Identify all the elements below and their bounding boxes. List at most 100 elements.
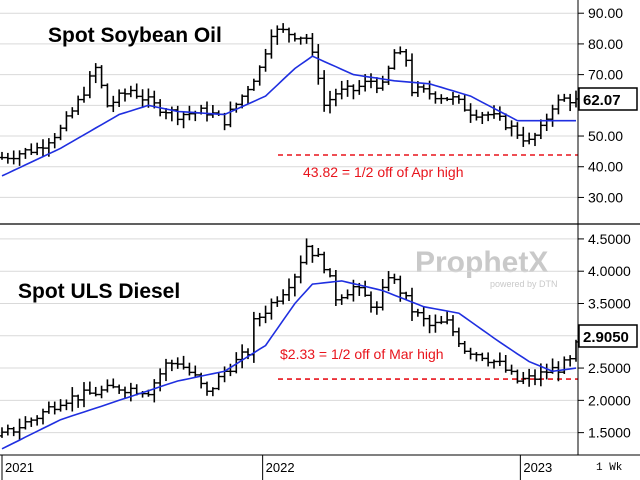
soybean-oil-price-bar — [532, 132, 538, 147]
soybean-oil-price-bar — [245, 85, 251, 104]
soybean-oil-price-bar — [414, 81, 421, 97]
soybean-oil-price-bar — [461, 95, 468, 112]
diesel-price-bar — [327, 268, 333, 278]
diesel-tick-label: 3.5000 — [588, 295, 631, 311]
diesel-price-bar — [209, 387, 216, 397]
diesel-price-bar — [414, 308, 421, 317]
diesel-price-bar — [502, 355, 509, 373]
soybean-oil-price-bar — [514, 122, 521, 139]
diesel-price-bar — [57, 399, 64, 412]
dtn-watermark: powered by DTN — [490, 279, 558, 289]
soybean-oil-price-bar — [57, 124, 64, 141]
soybean-oil-price-bar — [303, 33, 310, 44]
soybean-oil-tick-label: 90.00 — [588, 5, 623, 21]
soybean-oil-price-bar — [250, 78, 257, 91]
soybean-oil-price-bar — [122, 88, 128, 102]
diesel-moving-average-line — [1, 280, 577, 450]
soybean-oil-price-bar — [444, 97, 451, 102]
soybean-oil-tick-label: 40.00 — [588, 159, 623, 175]
diesel-last-value-box — [578, 324, 638, 348]
diesel-price-bar — [315, 248, 322, 257]
diesel-price-bar — [450, 315, 456, 337]
soybean-oil-price-bar — [549, 104, 556, 127]
soybean-oil-price-bar — [455, 94, 462, 104]
diesel-price-bar — [508, 364, 515, 375]
soybean-oil-price-bar — [561, 93, 568, 102]
soybean-oil-last-value-box — [578, 87, 638, 111]
soybean-oil-price-bar — [209, 105, 216, 118]
soybean-oil-price-bar — [63, 111, 70, 132]
diesel-price-bar — [391, 273, 398, 284]
x-axis-year-label: 2023 — [523, 460, 552, 475]
soybean-oil-price-bar — [537, 119, 544, 140]
diesel-tick-label: 4.5000 — [588, 231, 631, 247]
soybean-oil-price-bar — [256, 65, 263, 86]
diesel-price-bar — [215, 372, 222, 391]
soybean-oil-tick-label: 80.00 — [588, 36, 623, 52]
diesel-price-bar — [420, 306, 427, 327]
soybean-oil-price-bar — [227, 101, 234, 128]
soybean-oil-price-bar — [309, 33, 316, 57]
diesel-price-bar — [291, 273, 298, 297]
diesel-price-bar — [444, 310, 451, 325]
diesel-price-bar — [262, 305, 269, 324]
diesel-price-bar — [34, 415, 41, 426]
diesel-price-bar — [309, 244, 316, 263]
soybean-oil-price-bar — [151, 90, 158, 109]
diesel-price-bar — [122, 386, 128, 398]
soybean-oil-price-bars — [0, 23, 579, 166]
diesel-price-bar — [81, 382, 87, 408]
diesel-price-bar — [192, 365, 199, 378]
soybean-oil-price-bar — [127, 85, 134, 98]
diesel-price-bar — [321, 251, 328, 274]
diesel-title: Spot ULS Diesel — [18, 280, 180, 303]
diesel-price-bar — [28, 417, 35, 427]
diesel-price-bar — [116, 384, 123, 394]
diesel-price-bar — [455, 327, 462, 347]
soybean-oil-price-bar — [321, 70, 328, 112]
soybean-oil-price-bar — [291, 32, 298, 42]
diesel-price-bar — [368, 291, 374, 313]
diesel-price-bar — [567, 355, 574, 367]
soybean-oil-price-bar — [567, 93, 574, 112]
diesel-price-bar — [40, 408, 46, 425]
soybean-oil-price-bar — [403, 48, 410, 67]
diesel-price-bar — [514, 369, 521, 384]
soybean-oil-price-bar — [438, 94, 445, 104]
diesel-price-bar — [63, 399, 70, 411]
diesel-price-bar — [543, 363, 550, 380]
x-axis-year-label: 2021 — [5, 460, 34, 475]
diesel-price-bars — [0, 238, 579, 440]
soybean-oil-price-bar — [350, 84, 357, 100]
diesel-tick-label: 4.0000 — [588, 263, 631, 279]
diesel-price-bar — [362, 280, 369, 297]
diesel-price-bar — [338, 294, 345, 305]
diesel-price-bar — [385, 271, 392, 292]
diesel-price-bar — [520, 371, 527, 385]
soybean-oil-price-bar — [526, 132, 533, 145]
soybean-oil-price-bar — [75, 95, 82, 115]
diesel-price-bar — [180, 355, 187, 370]
soybean-oil-price-bar — [502, 113, 509, 131]
diesel-price-bar — [303, 238, 310, 265]
soybean-oil-price-bar — [368, 73, 374, 89]
diesel-price-bar — [98, 385, 105, 399]
soybean-oil-price-bar — [34, 142, 41, 156]
diesel-price-bar — [373, 301, 380, 315]
soybean-oil-price-bar — [286, 27, 292, 43]
diesel-price-bar — [532, 369, 538, 386]
soybean-oil-price-bar — [98, 65, 105, 89]
diesel-price-bar — [233, 352, 240, 374]
soybean-oil-price-bar — [280, 23, 287, 33]
diesel-tick-label: 2.5000 — [588, 360, 631, 376]
soybean-oil-price-bar — [327, 90, 333, 114]
frequency-label: 1 Wk — [596, 462, 623, 474]
soybean-oil-price-bar — [315, 44, 322, 85]
soybean-oil-price-bar — [356, 80, 363, 95]
soybean-oil-price-bar — [332, 88, 339, 107]
diesel-price-bar — [45, 401, 52, 414]
soybean-oil-price-bar — [485, 111, 492, 122]
diesel-price-bar — [168, 359, 175, 372]
soybean-oil-price-bar — [186, 105, 193, 121]
diesel-price-bar — [75, 394, 82, 408]
